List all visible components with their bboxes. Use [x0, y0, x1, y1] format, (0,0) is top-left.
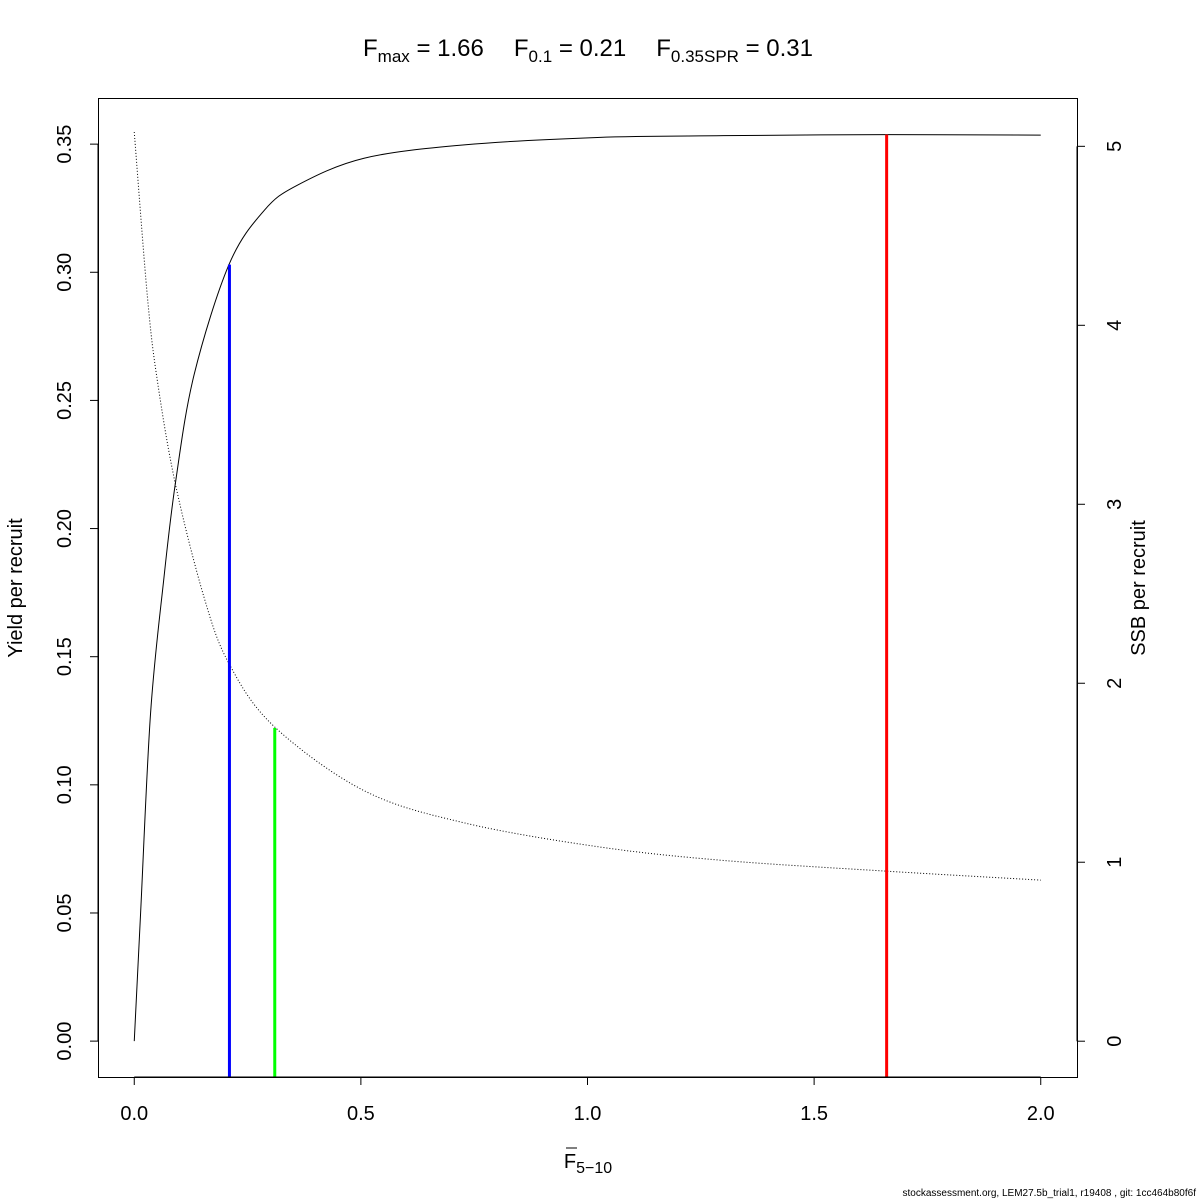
title-value: = 1.66	[410, 35, 484, 62]
footer-text: stockassessment.org, LEM27.5b_trial1, r1…	[902, 1188, 1196, 1199]
chart-title: Fmax = 1.66 F0.1 = 0.21 F0.35SPR = 0.31	[363, 35, 813, 66]
title-symbol: F	[363, 35, 378, 62]
x-label-subscript: 5−10	[576, 1160, 612, 1177]
y-axis-right-label: SSB per recruit	[1128, 520, 1150, 656]
y-left-tick-label: 0.10	[54, 765, 76, 804]
x-tick-label: 0.0	[120, 1103, 148, 1125]
y-right-tick-label: 3	[1104, 499, 1126, 510]
title-value: = 0.31	[739, 35, 813, 62]
y-right-tick-label: 4	[1104, 320, 1126, 331]
y-axis-left-label: Yield per recruit	[5, 518, 27, 658]
title-value: = 0.21	[552, 35, 626, 62]
title-subscript: max	[378, 47, 411, 66]
y-right-tick-label: 2	[1104, 678, 1126, 689]
y-right-tick-label: 1	[1104, 857, 1126, 868]
x-tick-label: 1.0	[574, 1103, 602, 1125]
y-right-tick-label: 0	[1104, 1036, 1126, 1047]
yield-curve	[133, 134, 1041, 1042]
y-left-tick-label: 0.30	[54, 253, 76, 292]
x-tick-label: 1.5	[800, 1103, 828, 1125]
title-symbol: F	[514, 35, 529, 62]
svg-text:F5−10: F5−10	[564, 1151, 612, 1177]
x-tick-label: 0.5	[347, 1103, 375, 1125]
y-left-tick-label: 0.05	[54, 894, 76, 933]
x-axis-label: F5−10	[564, 1147, 612, 1177]
x-label-symbol: F	[564, 1151, 576, 1173]
y-right-tick-label: 5	[1104, 141, 1126, 152]
x-tick-label: 2.0	[1027, 1103, 1055, 1125]
y-left-tick-label: 0.00	[54, 1022, 76, 1061]
y-left-tick-label: 0.25	[54, 381, 76, 420]
title-symbol: F	[656, 35, 671, 62]
y-left-tick-label: 0.15	[54, 637, 76, 676]
ssb-curve	[133, 131, 1041, 881]
y-left-tick-label: 0.35	[54, 125, 76, 164]
plot-box	[98, 98, 1078, 1078]
y-left-tick-label: 0.20	[54, 509, 76, 548]
title-subscript: 0.1	[529, 47, 553, 66]
title-subscript: 0.35SPR	[671, 47, 739, 66]
